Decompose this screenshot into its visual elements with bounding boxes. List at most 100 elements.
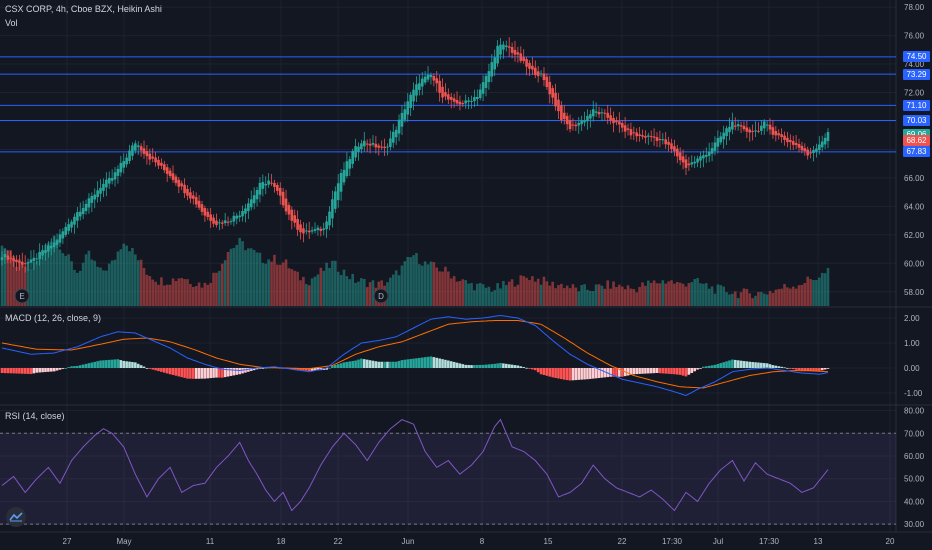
volume-bar bbox=[76, 272, 79, 306]
macd-histogram-bar bbox=[794, 368, 798, 370]
volume-bar bbox=[238, 237, 241, 306]
volume-bar bbox=[336, 271, 340, 306]
volume-bar bbox=[510, 279, 514, 306]
candle-body bbox=[707, 151, 711, 156]
candle bbox=[484, 73, 488, 97]
macd-histogram-bar bbox=[496, 363, 499, 368]
volume-bar bbox=[38, 252, 41, 306]
volume-bar bbox=[574, 287, 578, 306]
candle bbox=[125, 153, 128, 168]
macd-histogram-bar bbox=[0, 368, 4, 373]
macd-histogram-bar bbox=[597, 368, 601, 378]
candle bbox=[96, 181, 99, 203]
candle bbox=[722, 125, 725, 149]
volume-bar bbox=[481, 284, 485, 306]
volume-bar bbox=[768, 290, 772, 306]
macd-histogram-bar bbox=[232, 368, 236, 376]
macd-histogram-bar bbox=[710, 365, 714, 368]
macd-histogram-bar bbox=[742, 361, 746, 368]
volume-bar bbox=[652, 280, 656, 306]
candle bbox=[171, 165, 175, 183]
candle bbox=[615, 116, 618, 126]
candle bbox=[571, 118, 575, 131]
volume-bar bbox=[426, 264, 430, 306]
candle bbox=[452, 93, 456, 108]
candle-body bbox=[426, 74, 430, 80]
macd-histogram-bar bbox=[183, 368, 186, 378]
volume-bar bbox=[757, 292, 760, 306]
candle-body bbox=[476, 96, 479, 100]
volume-bar bbox=[351, 273, 354, 306]
price-tag: 70.03 bbox=[903, 115, 930, 127]
macd-histogram-bar bbox=[52, 368, 56, 372]
volume-bar bbox=[18, 259, 21, 306]
candle bbox=[449, 92, 453, 109]
candle-body bbox=[310, 230, 314, 232]
candle bbox=[748, 127, 752, 142]
candle bbox=[134, 140, 137, 154]
volume-bar bbox=[719, 285, 723, 306]
candle bbox=[215, 213, 218, 228]
volume-bar bbox=[818, 277, 821, 306]
price-tick-label: 62.00 bbox=[904, 231, 925, 240]
candle-body bbox=[693, 161, 696, 164]
candle bbox=[209, 208, 212, 228]
volume-bar bbox=[551, 281, 554, 306]
volume-bar bbox=[449, 278, 453, 306]
candle bbox=[690, 155, 694, 168]
candle bbox=[557, 93, 560, 119]
candle-body bbox=[777, 133, 781, 136]
macd-histogram-bar bbox=[562, 368, 566, 380]
volume-bar bbox=[232, 247, 236, 306]
candle-body bbox=[160, 162, 163, 166]
candle-body bbox=[444, 92, 447, 97]
macd-histogram-bar bbox=[32, 368, 36, 374]
macd-histogram-bar bbox=[264, 367, 268, 369]
volume-bar bbox=[609, 288, 612, 306]
volume-bar bbox=[35, 261, 39, 306]
macd-histogram-bar bbox=[719, 363, 723, 368]
candle-body bbox=[287, 204, 291, 215]
volume-bar bbox=[134, 254, 137, 306]
macd-histogram-bar bbox=[774, 365, 778, 368]
candle-body bbox=[449, 96, 453, 100]
macd-histogram-bar bbox=[377, 361, 381, 368]
volume-bar bbox=[163, 285, 166, 306]
volume-bar bbox=[360, 278, 363, 306]
tradingview-logo-icon[interactable] bbox=[6, 507, 26, 527]
candle-body bbox=[84, 203, 88, 212]
volume-label: Vol bbox=[5, 18, 18, 28]
macd-histogram-bar bbox=[580, 368, 583, 380]
macd-histogram-bar bbox=[568, 368, 572, 381]
volume-bar bbox=[528, 279, 531, 306]
macd-histogram-bar bbox=[458, 363, 462, 368]
candle bbox=[345, 152, 349, 179]
candle-body bbox=[52, 242, 56, 248]
candle bbox=[241, 205, 244, 222]
symbol-title[interactable]: CSX CORP, 4h, Cboe BZX, Heikin Ashi bbox=[5, 4, 162, 14]
volume-bar bbox=[293, 270, 297, 306]
candle-body bbox=[281, 191, 285, 206]
candle bbox=[383, 138, 386, 156]
candle-body bbox=[383, 146, 386, 149]
candle bbox=[264, 176, 268, 195]
candle-body bbox=[403, 109, 407, 120]
candle bbox=[110, 169, 114, 185]
macd-histogram-bar bbox=[629, 368, 633, 375]
candle bbox=[87, 193, 91, 214]
macd-histogram-bar bbox=[499, 363, 502, 368]
macd-histogram-bar bbox=[516, 365, 520, 368]
macd-histogram-bar bbox=[76, 365, 79, 368]
macd-histogram-bar bbox=[49, 368, 53, 372]
volume-bar bbox=[696, 278, 699, 306]
candle bbox=[531, 57, 534, 75]
macd-histogram-bar bbox=[64, 368, 68, 369]
volume-bar bbox=[794, 288, 798, 306]
candle-body bbox=[29, 259, 33, 263]
volume-bar bbox=[70, 261, 73, 306]
candle bbox=[278, 182, 282, 205]
volume-bar bbox=[736, 298, 740, 306]
candle bbox=[603, 109, 607, 121]
candle bbox=[591, 100, 595, 122]
volume-bar bbox=[519, 275, 523, 306]
